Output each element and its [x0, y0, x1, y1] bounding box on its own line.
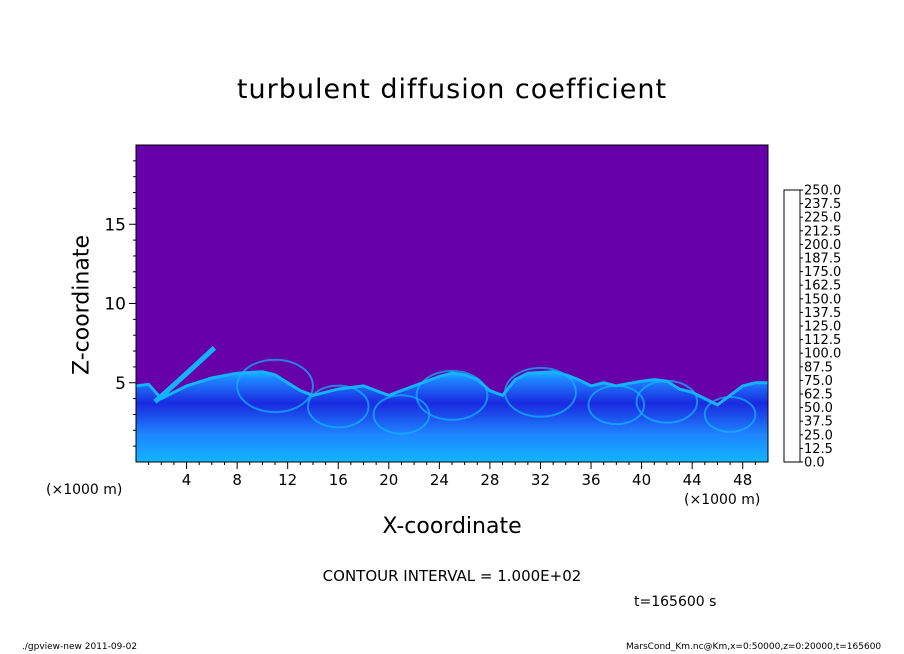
colorbar-label: 237.5: [804, 197, 841, 212]
colorbar-label: 225.0: [804, 211, 841, 226]
colorbar-label: 175.0: [804, 265, 841, 280]
x-tick-label: 20: [379, 471, 398, 489]
colorbar-label: 12.5: [804, 442, 833, 457]
field-layer: [136, 346, 768, 462]
x-tick-label: 12: [278, 471, 297, 489]
x-tick-label: 4: [182, 471, 192, 489]
colorbar-label: 100.0: [804, 347, 841, 362]
footer-command: ./gpview-new 2011-09-02: [22, 642, 138, 652]
chart-title: turbulent diffusion coefficient: [236, 74, 668, 105]
eddy-feature: [236, 358, 314, 414]
x-tick-label: 28: [480, 471, 499, 489]
x-axis-unit: (×1000 m): [684, 492, 761, 508]
eddy-feature: [504, 366, 577, 418]
x-tick-label: 44: [683, 471, 702, 489]
colorbar-label: 150.0: [804, 292, 841, 307]
colorbar-frame: [783, 189, 801, 463]
colorbar-label: 137.5: [804, 306, 841, 321]
x-tick-label: 32: [531, 471, 550, 489]
x-tick-label: 16: [329, 471, 348, 489]
colorbar-label: 212.5: [804, 224, 841, 239]
colorbar-label: 37.5: [804, 415, 833, 430]
y-tick-label: 15: [104, 215, 126, 235]
plume-feature: [153, 346, 217, 404]
x-tick-label: 24: [430, 471, 449, 489]
layer-top-edge: [136, 370, 768, 407]
x-axis-label: X-coordinate: [382, 514, 522, 539]
eddy-feature: [415, 370, 489, 421]
mixed-layer-field: [136, 371, 768, 462]
contour-interval-text: CONTOUR INTERVAL = 1.000E+02: [322, 567, 582, 585]
y-tick-label: 10: [104, 295, 126, 315]
eddy-feature: [306, 384, 370, 429]
colorbar-label: 112.5: [804, 333, 841, 348]
x-tick-label: 48: [733, 471, 752, 489]
colorbar-label: 250.0: [804, 184, 841, 199]
colorbar-label: 187.5: [804, 252, 841, 267]
x-tick-label: 40: [632, 471, 651, 489]
footer-source: MarsCond_Km.nc@Km,x=0:50000,z=0:20000,t=…: [626, 642, 882, 652]
colorbar-label: 0.0: [804, 456, 825, 471]
colorbar-label: 50.0: [804, 401, 833, 416]
colorbar-label: 25.0: [804, 428, 833, 443]
eddy-feature: [635, 379, 699, 424]
eddy-feature: [587, 384, 646, 426]
eddy-feature: [703, 396, 757, 433]
y-tick-label: 5: [115, 374, 126, 394]
colorbar-label: 125.0: [804, 320, 841, 335]
y-axis-unit: (×1000 m): [46, 482, 123, 498]
colorbar-label: 87.5: [804, 360, 833, 375]
time-stamp: t=165600 s: [634, 594, 717, 610]
colorbar-label: 75.0: [804, 374, 833, 389]
colorbar-label: 62.5: [804, 388, 833, 403]
x-tick-label: 8: [232, 471, 242, 489]
colorbar-label: 200.0: [804, 238, 841, 253]
colorbar-label: 162.5: [804, 279, 841, 294]
x-tick-label: 36: [581, 471, 600, 489]
